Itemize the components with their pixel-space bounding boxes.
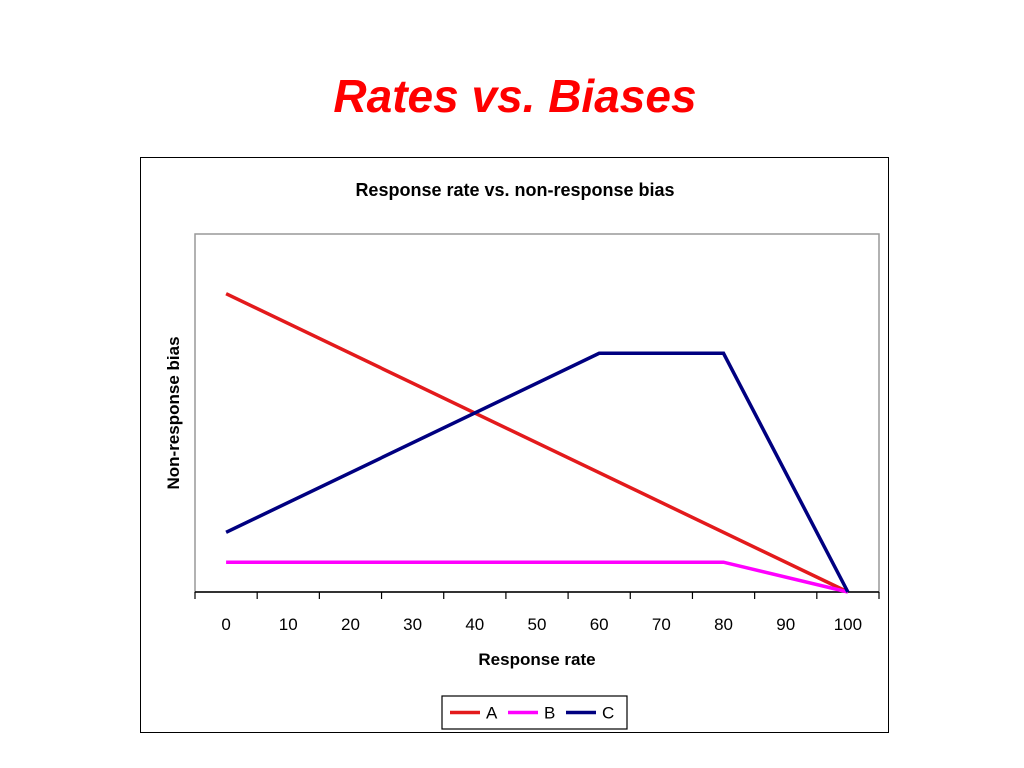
legend-label-a: A	[486, 704, 498, 723]
x-tick-label: 80	[714, 615, 733, 634]
series-a-line	[225, 292, 849, 594]
x-axis-label: Response rate	[478, 650, 595, 669]
x-tick-label: 30	[403, 615, 422, 634]
x-tick-label: 20	[341, 615, 360, 634]
x-tick-label: 10	[279, 615, 298, 634]
line-chart: Response rate vs. non-response bias 0 10 2…	[164, 180, 880, 730]
x-tick-label: 40	[465, 615, 484, 634]
legend: A B C	[441, 695, 628, 730]
series-b-line	[226, 560, 849, 594]
x-tick-label: 100	[834, 615, 862, 634]
x-tick-label: 60	[590, 615, 609, 634]
series-c-line	[225, 351, 850, 593]
x-tick-label: 70	[652, 615, 671, 634]
x-tick-label: 50	[528, 615, 547, 634]
y-axis-label: Non-response bias	[164, 336, 183, 489]
legend-label-b: B	[544, 704, 555, 723]
plot-area	[194, 233, 880, 593]
chart-title: Response rate vs. non-response bias	[355, 180, 674, 200]
x-tick-label: 0	[221, 615, 230, 634]
chart-frame: Response rate vs. non-response bias 0 10 2…	[140, 157, 889, 733]
slide-title: Rates vs. Biases	[333, 70, 697, 122]
x-tick-label: 90	[776, 615, 795, 634]
legend-label-c: C	[602, 704, 614, 723]
x-axis: 0 10 20 30 40 50 60 70 80 90 100	[194, 591, 880, 634]
series-layer	[225, 292, 850, 594]
